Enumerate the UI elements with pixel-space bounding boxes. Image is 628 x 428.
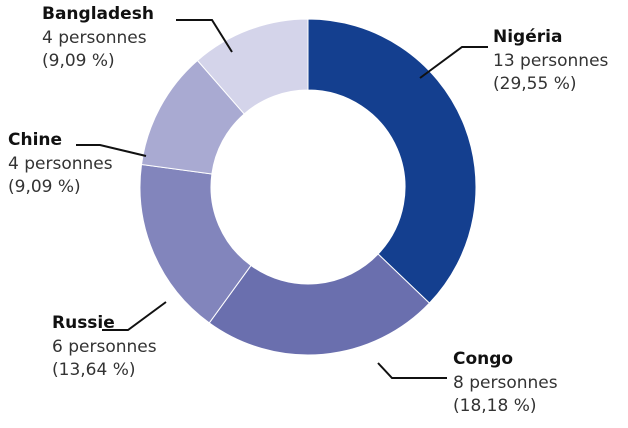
label-percent: (13,64 %) bbox=[52, 360, 136, 380]
label-count: 4 personnes bbox=[42, 28, 147, 48]
label-name: Chine bbox=[8, 130, 62, 150]
label-name: Bangladesh bbox=[42, 4, 154, 24]
label-name: Congo bbox=[453, 349, 513, 369]
donut-segment bbox=[208, 253, 431, 356]
leader-line bbox=[419, 46, 488, 79]
label-percent: (29,55 %) bbox=[493, 74, 577, 94]
label-count: 8 personnes bbox=[453, 373, 558, 393]
label-count: 6 personnes bbox=[52, 337, 157, 357]
leader-line bbox=[76, 144, 147, 157]
label-name: Russie bbox=[52, 313, 115, 333]
leader-line bbox=[102, 301, 167, 331]
label-percent: (9,09 %) bbox=[42, 51, 115, 71]
donut-segment bbox=[307, 18, 477, 304]
label-percent: (9,09 %) bbox=[8, 177, 81, 197]
label-percent: (18,18 %) bbox=[453, 396, 537, 416]
label-count: 4 personnes bbox=[8, 154, 113, 174]
label-count: 13 personnes bbox=[493, 51, 609, 71]
label-name: Nigéria bbox=[493, 27, 562, 47]
leader-line bbox=[377, 362, 447, 379]
leader-line bbox=[176, 19, 233, 53]
